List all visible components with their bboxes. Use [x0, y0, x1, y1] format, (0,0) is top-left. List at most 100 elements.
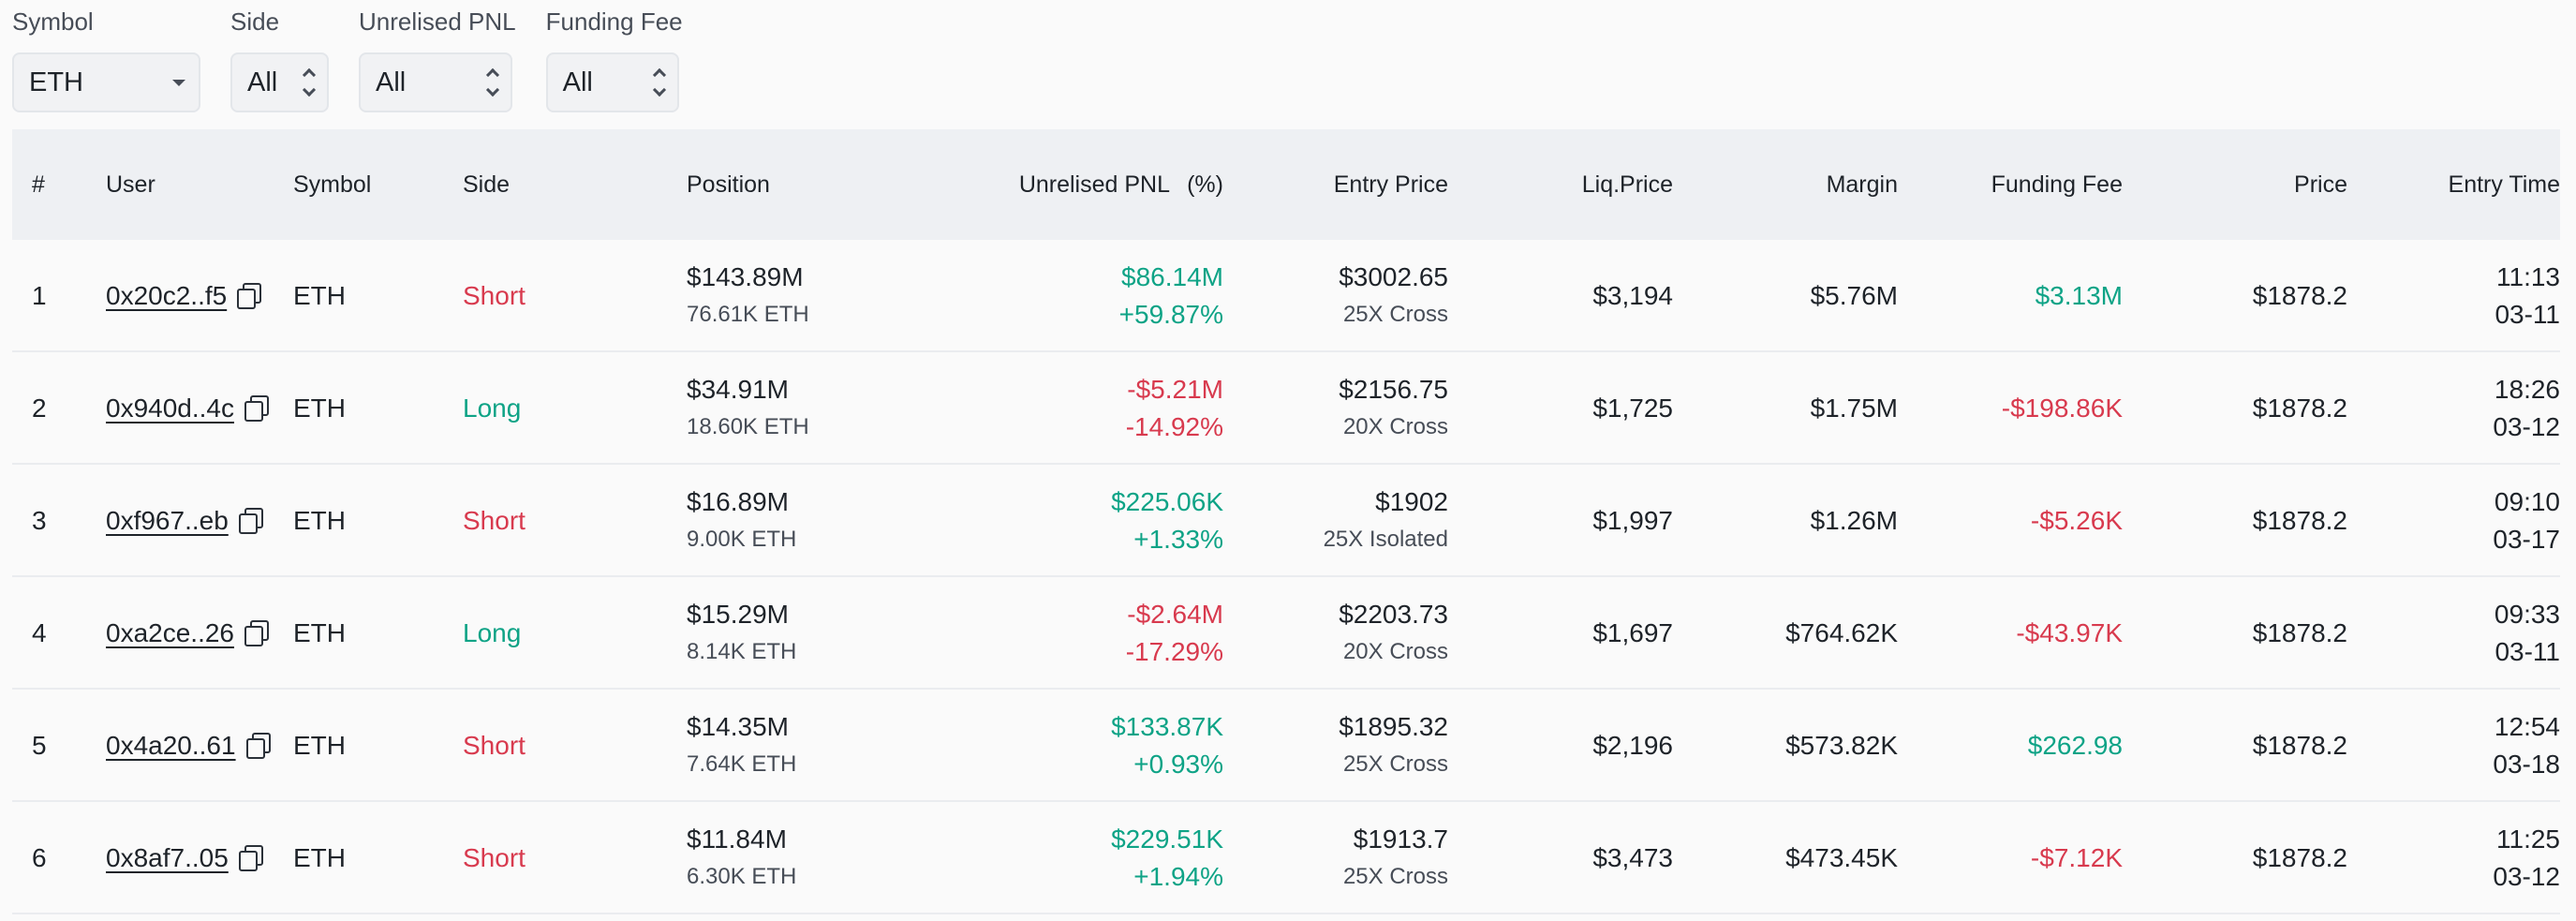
- position-usd: $15.29M: [687, 600, 789, 629]
- leverage: 20X Cross: [1342, 414, 1448, 439]
- position-eth: 7.64K ETH: [687, 751, 797, 777]
- symbol-cell: ETH: [293, 731, 346, 760]
- liq-price-cell: $3,473: [1592, 843, 1673, 872]
- pnl-percent: +0.93%: [1133, 750, 1223, 779]
- entry-price-cell: $1895.32 25X Cross: [1339, 708, 1448, 783]
- table-body: 1 0x20c2..f5 ETH Short $143.89M 76.61K E…: [12, 240, 2560, 914]
- copy-icon[interactable]: [236, 282, 262, 309]
- pnl-select[interactable]: All: [359, 52, 512, 112]
- position-usd: $143.89M: [687, 262, 804, 291]
- entry-time-cell: 11:25 03-12: [2493, 821, 2560, 896]
- pnl-cell: $229.51K +1.94%: [1111, 821, 1223, 896]
- user-address-link[interactable]: 0x940d..4c: [106, 394, 234, 423]
- filter-funding-fee: Funding Fee All: [545, 7, 683, 112]
- row-number: 1: [32, 281, 47, 310]
- position-cell: $14.35M 7.64K ETH: [687, 708, 796, 783]
- entry-time: 12:54: [2494, 712, 2560, 741]
- entry-price: $3002.65: [1339, 262, 1448, 291]
- position-cell: $34.91M 18.60K ETH: [687, 371, 809, 446]
- position-usd: $34.91M: [687, 375, 789, 404]
- copy-icon[interactable]: [238, 507, 263, 534]
- position-eth: 8.14K ETH: [687, 639, 797, 664]
- table-row: 4 0xa2ce..26 ETH Long $15.29M 8.14K ETH …: [12, 577, 2560, 690]
- copy-icon[interactable]: [245, 732, 271, 759]
- user-cell: 0x940d..4c: [106, 352, 269, 465]
- pnl-percent: +1.33%: [1133, 525, 1223, 554]
- liq-price-cell: $1,997: [1592, 506, 1673, 535]
- user-address-link[interactable]: 0xa2ce..26: [106, 618, 234, 647]
- side-cell: Short: [463, 281, 526, 310]
- position-cell: $11.84M 6.30K ETH: [687, 821, 796, 896]
- position-eth: 6.30K ETH: [687, 864, 797, 889]
- price-cell: $1878.2: [2252, 618, 2347, 647]
- funding-select[interactable]: All: [545, 52, 679, 112]
- entry-price: $2203.73: [1339, 600, 1448, 629]
- position-cell: $15.29M 8.14K ETH: [687, 596, 796, 671]
- copy-icon[interactable]: [238, 844, 263, 871]
- position-eth: 18.60K ETH: [687, 414, 809, 439]
- row-number: 2: [32, 394, 47, 423]
- side-cell: Long: [463, 618, 522, 647]
- row-number: 6: [32, 843, 47, 872]
- symbol-cell: ETH: [293, 618, 346, 647]
- symbol-cell: ETH: [293, 843, 346, 872]
- entry-date: 03-11: [2495, 300, 2560, 329]
- side-select[interactable]: All: [230, 52, 329, 112]
- entry-time: 11:25: [2496, 824, 2560, 854]
- user-cell: 0xf967..eb: [106, 465, 263, 577]
- leverage: 20X Cross: [1342, 639, 1448, 664]
- symbol-select-value: ETH: [29, 67, 83, 97]
- table-row: 1 0x20c2..f5 ETH Short $143.89M 76.61K E…: [12, 240, 2560, 352]
- entry-price: $2156.75: [1339, 375, 1448, 404]
- user-cell: 0xa2ce..26: [106, 577, 269, 690]
- filter-side: Side All: [230, 7, 329, 112]
- entry-price-cell: $2156.75 20X Cross: [1339, 371, 1448, 446]
- funding-fee-cell: -$7.12K: [2030, 843, 2123, 872]
- header-entry-time: Entry Time: [2448, 171, 2560, 198]
- table-header: # User Symbol Side Position Unrelised PN…: [12, 129, 2560, 240]
- entry-price-cell: $2203.73 20X Cross: [1339, 596, 1448, 671]
- margin-cell: $573.82K: [1785, 731, 1898, 760]
- side-select-value: All: [247, 67, 278, 97]
- entry-price: $1895.32: [1339, 712, 1448, 741]
- user-address-link[interactable]: 0x20c2..f5: [106, 281, 228, 310]
- leverage: 25X Isolated: [1323, 527, 1448, 552]
- entry-time: 09:10: [2494, 487, 2560, 516]
- liq-price-cell: $3,194: [1592, 281, 1673, 310]
- header-entry-price: Entry Price: [1333, 171, 1448, 198]
- user-address-link[interactable]: 0xf967..eb: [106, 506, 229, 535]
- entry-date: 03-18: [2493, 750, 2560, 779]
- entry-time: 11:13: [2496, 262, 2560, 291]
- margin-cell: $1.26M: [1810, 506, 1898, 535]
- up-down-chevron-icon: [302, 67, 317, 98]
- pnl-cell: $225.06K +1.33%: [1111, 483, 1223, 558]
- pnl-percent: -14.92%: [1125, 412, 1223, 441]
- up-down-chevron-icon: [485, 67, 500, 98]
- entry-price-cell: $1902 25X Isolated: [1324, 483, 1448, 558]
- margin-cell: $1.75M: [1810, 394, 1898, 423]
- side-cell: Long: [463, 394, 522, 423]
- funding-fee-cell: -$5.26K: [2030, 506, 2123, 535]
- entry-price-cell: $1913.7 25X Cross: [1343, 821, 1448, 896]
- pnl-select-value: All: [376, 67, 407, 97]
- copy-icon[interactable]: [244, 619, 269, 646]
- user-address-link[interactable]: 0x8af7..05: [106, 843, 229, 872]
- pnl-cell: -$2.64M -17.29%: [1126, 596, 1223, 671]
- symbol-select[interactable]: ETH: [12, 52, 200, 112]
- header-pnl: Unrelised PNL: [1018, 171, 1170, 198]
- header-num: #: [32, 171, 45, 198]
- position-usd: $11.84M: [687, 824, 787, 854]
- entry-time: 09:33: [2494, 600, 2560, 629]
- header-symbol: Symbol: [293, 171, 372, 198]
- row-number: 3: [32, 506, 47, 535]
- position-eth: 9.00K ETH: [687, 527, 797, 552]
- user-address-link[interactable]: 0x4a20..61: [106, 731, 236, 760]
- margin-cell: $764.62K: [1785, 618, 1898, 647]
- caret-down-icon: [172, 79, 185, 86]
- filter-bar: Symbol ETH Side All Unrelised PNL All Fu…: [12, 7, 713, 112]
- position-cell: $143.89M 76.61K ETH: [687, 259, 809, 334]
- copy-icon[interactable]: [244, 394, 269, 422]
- entry-date: 03-11: [2495, 637, 2560, 666]
- entry-date: 03-12: [2493, 412, 2560, 441]
- margin-cell: $473.45K: [1785, 843, 1898, 872]
